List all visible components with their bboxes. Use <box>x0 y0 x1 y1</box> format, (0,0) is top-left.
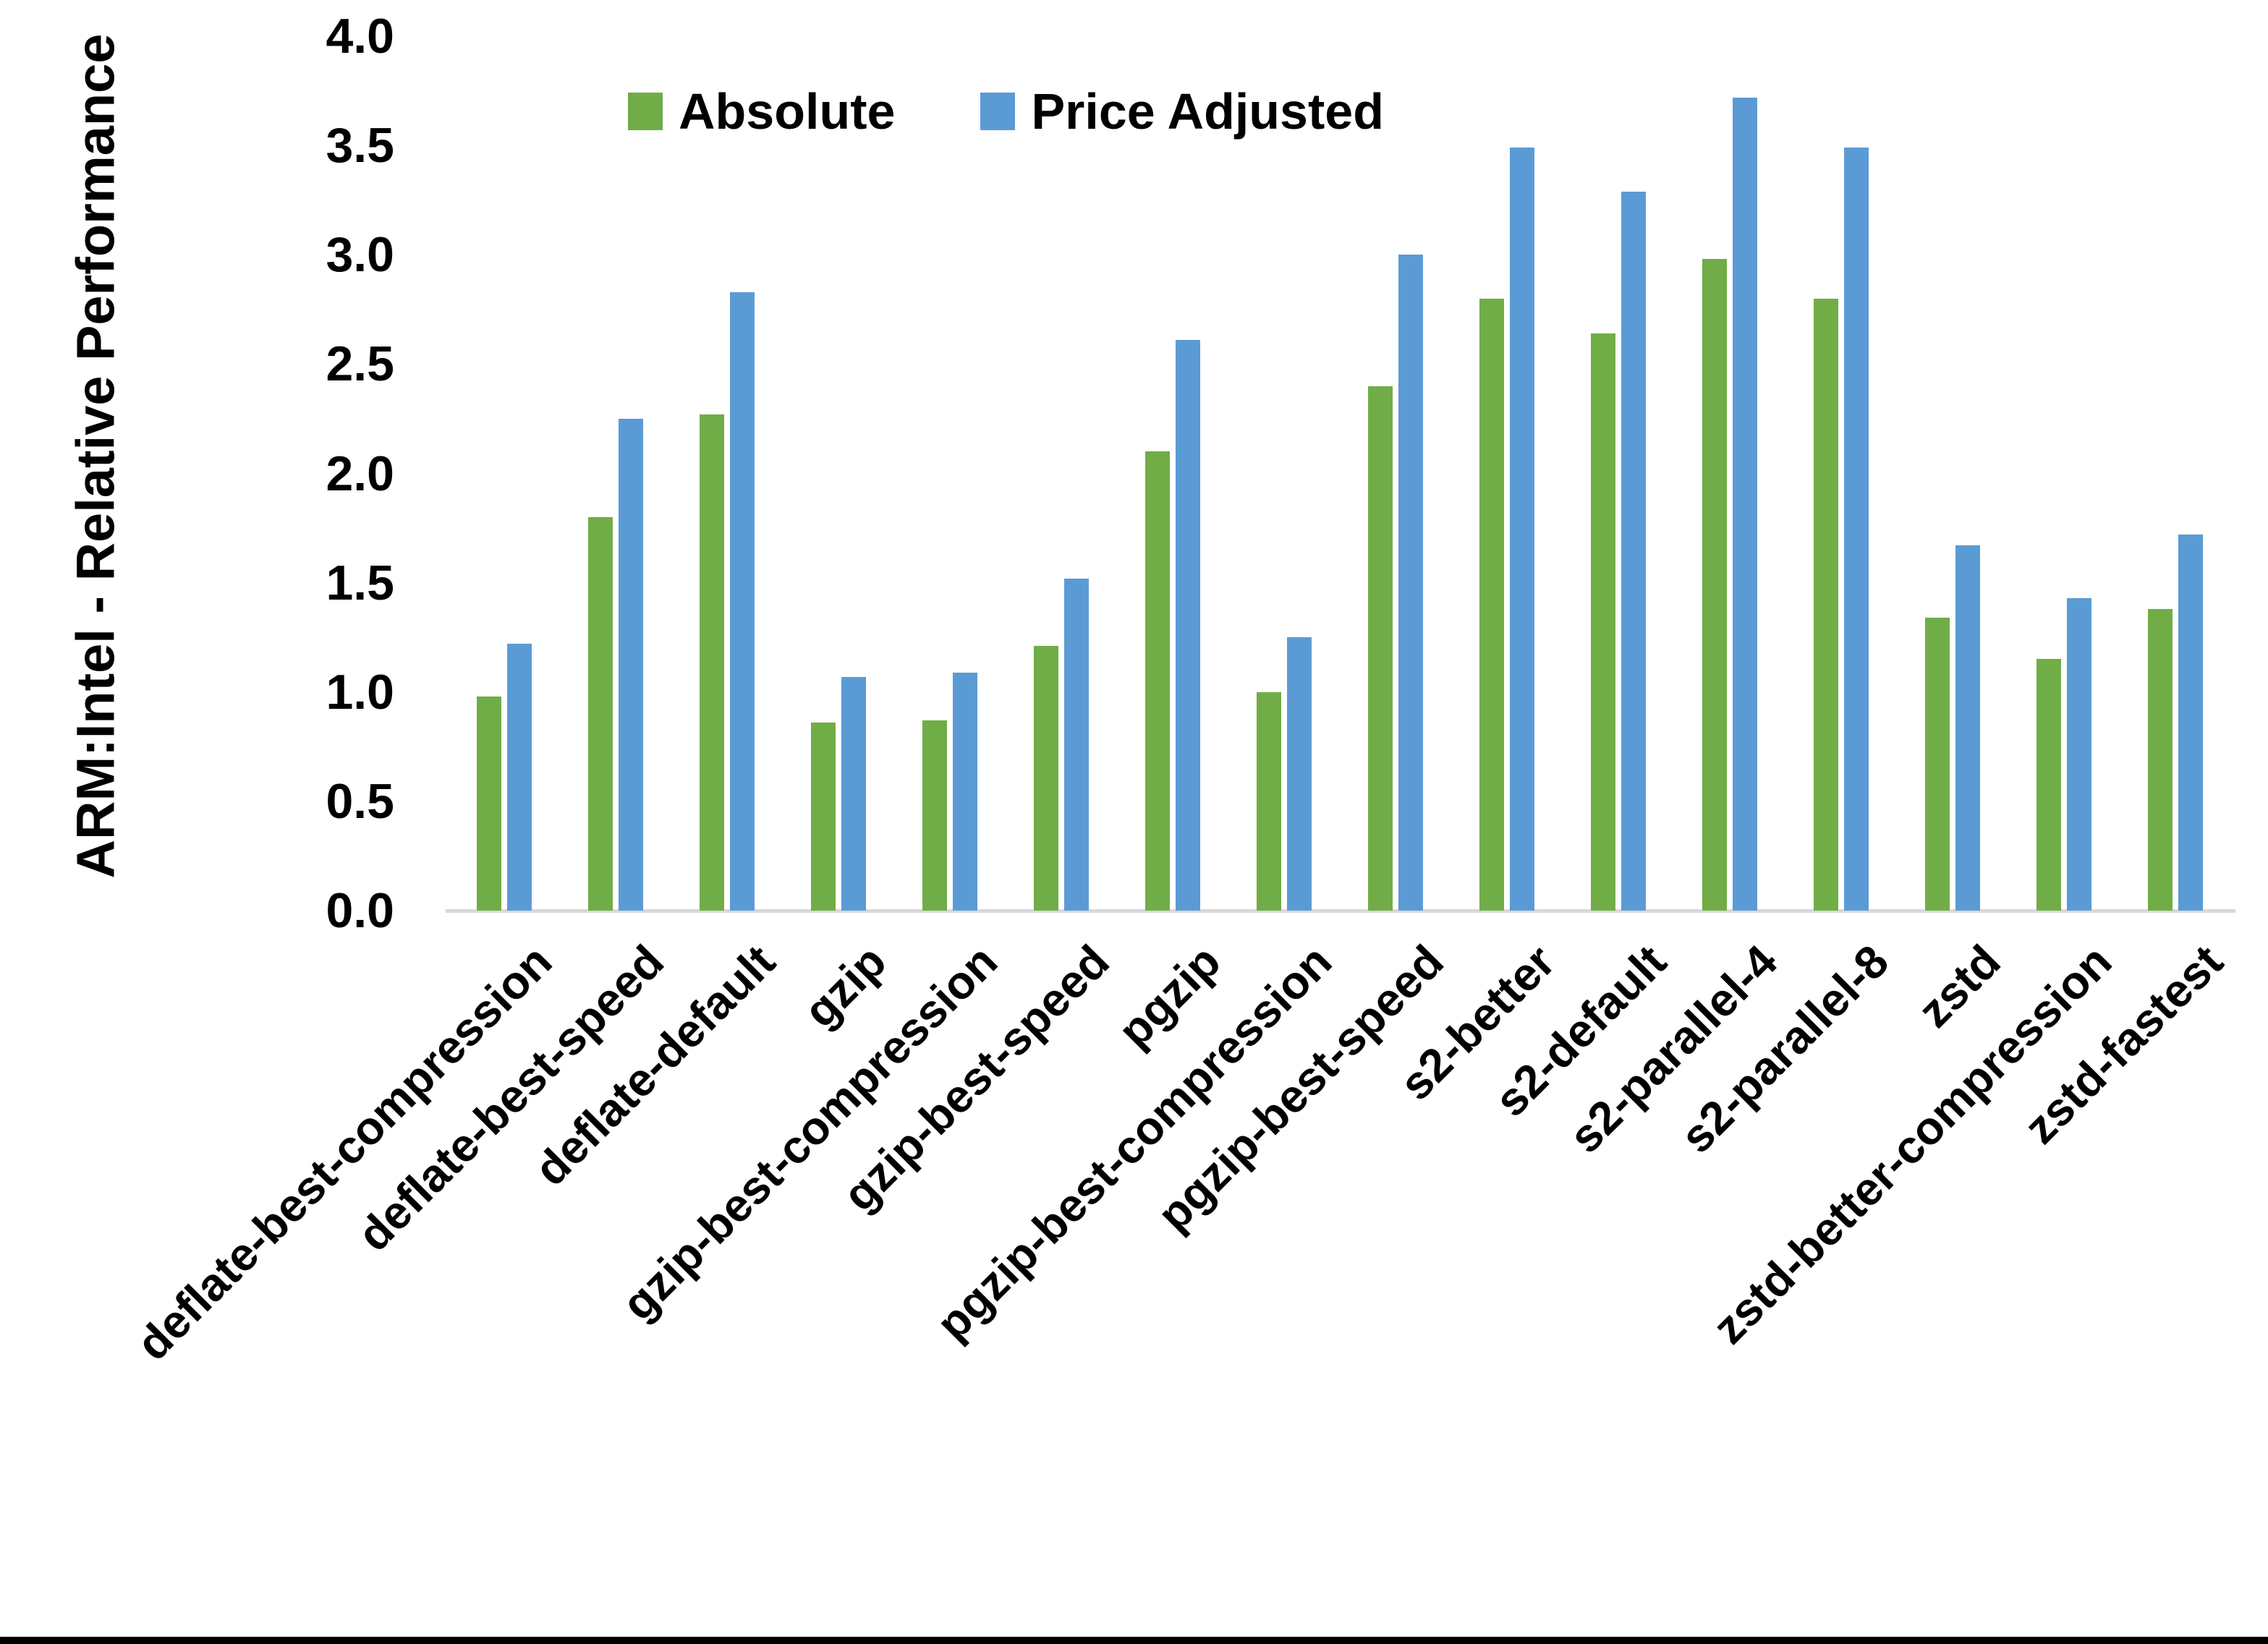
bar-absolute-zstd-better-compression <box>2036 659 2061 911</box>
chart-legend: Absolute Price Adjusted <box>628 85 1384 137</box>
bar-price-adjusted-gzip <box>841 676 866 911</box>
y-axis-title: ARM:Intel - Relative Performance <box>65 33 126 879</box>
bar-absolute-pgzip-best-compression <box>1257 691 1281 911</box>
y-tick-label: 3.5 <box>326 118 394 174</box>
bar-price-adjusted-deflate-best-speed <box>619 418 643 911</box>
bottom-border-bar <box>0 1637 2268 1644</box>
bar-price-adjusted-s2-default <box>1621 191 1646 911</box>
bar-price-adjusted-pgzip-best-speed <box>1398 255 1423 911</box>
bar-price-adjusted-zstd <box>1955 545 1980 911</box>
bar-absolute-deflate-best-speed <box>588 516 613 911</box>
bar-absolute-deflate-default <box>700 414 724 911</box>
bar-price-adjusted-s2-better <box>1510 148 1534 911</box>
legend-swatch-absolute <box>628 93 663 130</box>
bar-absolute-s2-better <box>1479 298 1504 911</box>
bar-price-adjusted-deflate-default <box>730 291 755 911</box>
bar-price-adjusted-s2-parallel-8 <box>1844 148 1869 911</box>
bar-price-adjusted-zstd-fastest <box>2178 534 2203 911</box>
bar-absolute-pgzip-best-speed <box>1368 386 1393 911</box>
bar-price-adjusted-pgzip-best-compression <box>1287 637 1312 911</box>
y-tick-label: 0.0 <box>326 883 394 938</box>
bar-price-adjusted-s2-parallel-4 <box>1733 97 1757 911</box>
bar-absolute-s2-parallel-4 <box>1702 259 1727 911</box>
y-tick-label: 2.0 <box>326 446 394 501</box>
bar-absolute-deflate-best-compression <box>477 696 501 911</box>
bar-absolute-zstd <box>1925 617 1950 911</box>
bar-price-adjusted-gzip-best-speed <box>1064 578 1089 911</box>
y-tick-label: 0.5 <box>326 773 394 829</box>
legend-label-absolute: Absolute <box>679 83 896 140</box>
bar-price-adjusted-zstd-better-compression <box>2067 597 2091 911</box>
legend-label-price-adjusted: Price Adjusted <box>1031 83 1384 140</box>
legend-swatch-price-adjusted <box>980 93 1016 130</box>
bar-absolute-gzip <box>811 723 836 911</box>
y-tick-label: 4.0 <box>326 9 394 64</box>
bar-absolute-gzip-best-compression <box>922 720 947 911</box>
bar-price-adjusted-gzip-best-compression <box>953 672 977 911</box>
bar-absolute-s2-parallel-8 <box>1814 298 1838 911</box>
bar-absolute-zstd-fastest <box>2148 608 2173 911</box>
y-tick-label: 1.0 <box>326 664 394 720</box>
y-tick-label: 2.5 <box>326 336 394 392</box>
bar-absolute-s2-default <box>1591 333 1615 911</box>
bar-price-adjusted-pgzip <box>1176 340 1200 911</box>
bar-price-adjusted-deflate-best-compression <box>507 644 532 911</box>
bar-absolute-pgzip <box>1145 451 1170 911</box>
x-tick-label-deflate-best-compression: deflate-best-compression <box>126 934 562 1371</box>
y-tick-label: 1.5 <box>326 555 394 610</box>
x-axis-line <box>446 909 2235 913</box>
bar-absolute-gzip-best-speed <box>1034 646 1058 911</box>
y-tick-label: 3.0 <box>326 227 394 283</box>
